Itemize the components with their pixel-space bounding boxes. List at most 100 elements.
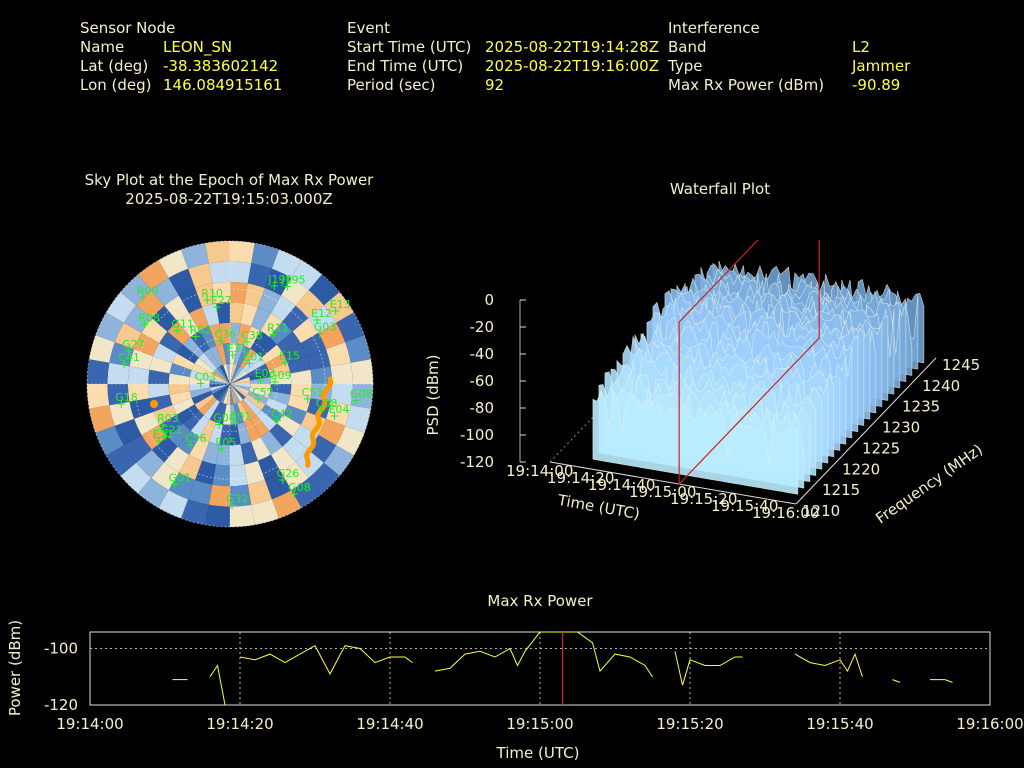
sky-cell — [168, 268, 196, 296]
sky-cell — [281, 462, 309, 491]
sky-cell — [153, 343, 177, 363]
satellite-label: E27 — [211, 294, 232, 307]
satellite-marker: + — [331, 304, 341, 318]
sky-cell — [247, 480, 272, 505]
sky-cell — [136, 290, 165, 319]
sky-cell — [189, 437, 209, 461]
sky-cell — [330, 384, 353, 406]
satellite-label: G08 — [350, 387, 373, 400]
sky-cell — [292, 318, 319, 344]
sky-cell — [209, 401, 223, 423]
sky-cell — [149, 356, 173, 374]
sky-cell — [237, 323, 251, 346]
sky-cell — [148, 384, 170, 399]
sky-cell — [240, 441, 258, 465]
sky-cell — [350, 359, 373, 384]
satellite: +G04 — [213, 411, 236, 431]
satellite-label: R08 — [138, 312, 160, 325]
satellite: +G11 — [171, 318, 194, 338]
sky-cell — [276, 414, 301, 437]
satellite: +R11 — [267, 322, 289, 342]
sky-cell — [209, 384, 230, 391]
time-tick-label: 19:15:40 — [711, 497, 778, 515]
sky-cell — [251, 437, 271, 461]
psd-tick-label: -100 — [460, 426, 494, 444]
sky-cell — [230, 261, 252, 284]
sky-cell — [240, 348, 257, 369]
sky-cell — [257, 288, 282, 314]
sky-cell — [198, 352, 217, 371]
sky-cell — [260, 430, 283, 455]
sky-cell — [151, 436, 178, 463]
satellite-marker: + — [227, 498, 237, 512]
sky-cell — [106, 445, 137, 476]
satellite-marker: + — [212, 300, 222, 314]
sky-cell — [257, 454, 282, 480]
satellite-marker: + — [215, 334, 225, 348]
sky-cell — [256, 337, 277, 358]
satellite-label: G01 — [169, 472, 192, 485]
sky-cell — [123, 435, 152, 463]
sky-cell — [202, 303, 220, 327]
satellite: +E04 — [329, 403, 350, 423]
sky-cell — [190, 415, 210, 438]
satellite-label: J195 — [280, 273, 305, 286]
sky-cell — [159, 331, 184, 354]
satellite-marker: + — [139, 318, 149, 332]
sky-cell — [264, 268, 292, 296]
sky-cell — [237, 422, 251, 445]
satellite-label: G09 — [269, 369, 292, 382]
sky-cell — [230, 384, 248, 398]
sky-plot: +J195+E12+G03+E03+E04+C42+G08+G32+C01+G0… — [86, 240, 374, 528]
frequency-tick-label: 1235 — [902, 398, 940, 416]
sky-cell — [212, 384, 230, 398]
sky-cell — [189, 384, 210, 392]
time-axis — [549, 461, 797, 505]
satellite-label: E31 — [227, 342, 248, 355]
sky-cell — [123, 305, 152, 333]
sky-cell — [203, 348, 220, 369]
sky-cell — [223, 384, 230, 405]
sky-cell — [168, 384, 190, 395]
satellite: +G09 — [269, 369, 292, 389]
sky-cell — [270, 446, 296, 473]
satellite: +E12 — [311, 307, 332, 327]
satellite: +R09 — [137, 285, 159, 305]
satellite-marker: + — [214, 417, 224, 431]
sky-cell — [107, 384, 130, 406]
sky-cell — [308, 462, 340, 494]
psd-tick-label: -20 — [470, 318, 495, 336]
interference-type-value: Jammer — [852, 57, 911, 75]
sky-cell — [167, 423, 191, 447]
sky-cell — [109, 401, 134, 426]
satellite-marker: + — [268, 328, 278, 342]
time-tick-label: 19:16:00 — [752, 504, 819, 522]
satellite: +E03 — [255, 367, 276, 387]
sky-cell — [87, 384, 110, 409]
sky-cell — [216, 403, 227, 425]
sky-cell — [291, 477, 322, 508]
power-x-tick-label: 19:15:00 — [506, 715, 573, 733]
satellite-marker: + — [196, 376, 206, 390]
sensor-node-title: Sensor Node — [80, 19, 176, 37]
satellite-label: R03 — [157, 412, 179, 425]
track-point — [150, 400, 158, 408]
sky-cell — [230, 384, 237, 405]
sky-cell — [345, 335, 371, 363]
sky-cell — [89, 405, 115, 433]
sky-cell — [250, 330, 270, 353]
power-line-segment — [209, 664, 226, 706]
sky-cell — [215, 444, 230, 466]
satellite: +R08 — [138, 312, 160, 332]
sky-cell — [141, 318, 168, 344]
sky-cell — [230, 368, 246, 384]
sky-cell — [205, 241, 230, 264]
power-x-tick-label: 19:14:40 — [356, 715, 423, 733]
sensor-name-label: Name — [80, 38, 125, 56]
sky-elevation-ring — [86, 240, 374, 528]
event-end-value: 2025-08-22T19:16:00Z — [485, 57, 659, 75]
satellite-label: C38 — [241, 329, 263, 342]
sky-cell — [308, 274, 340, 306]
satellite-label: G26 — [277, 467, 300, 480]
sky-cell — [250, 376, 271, 384]
